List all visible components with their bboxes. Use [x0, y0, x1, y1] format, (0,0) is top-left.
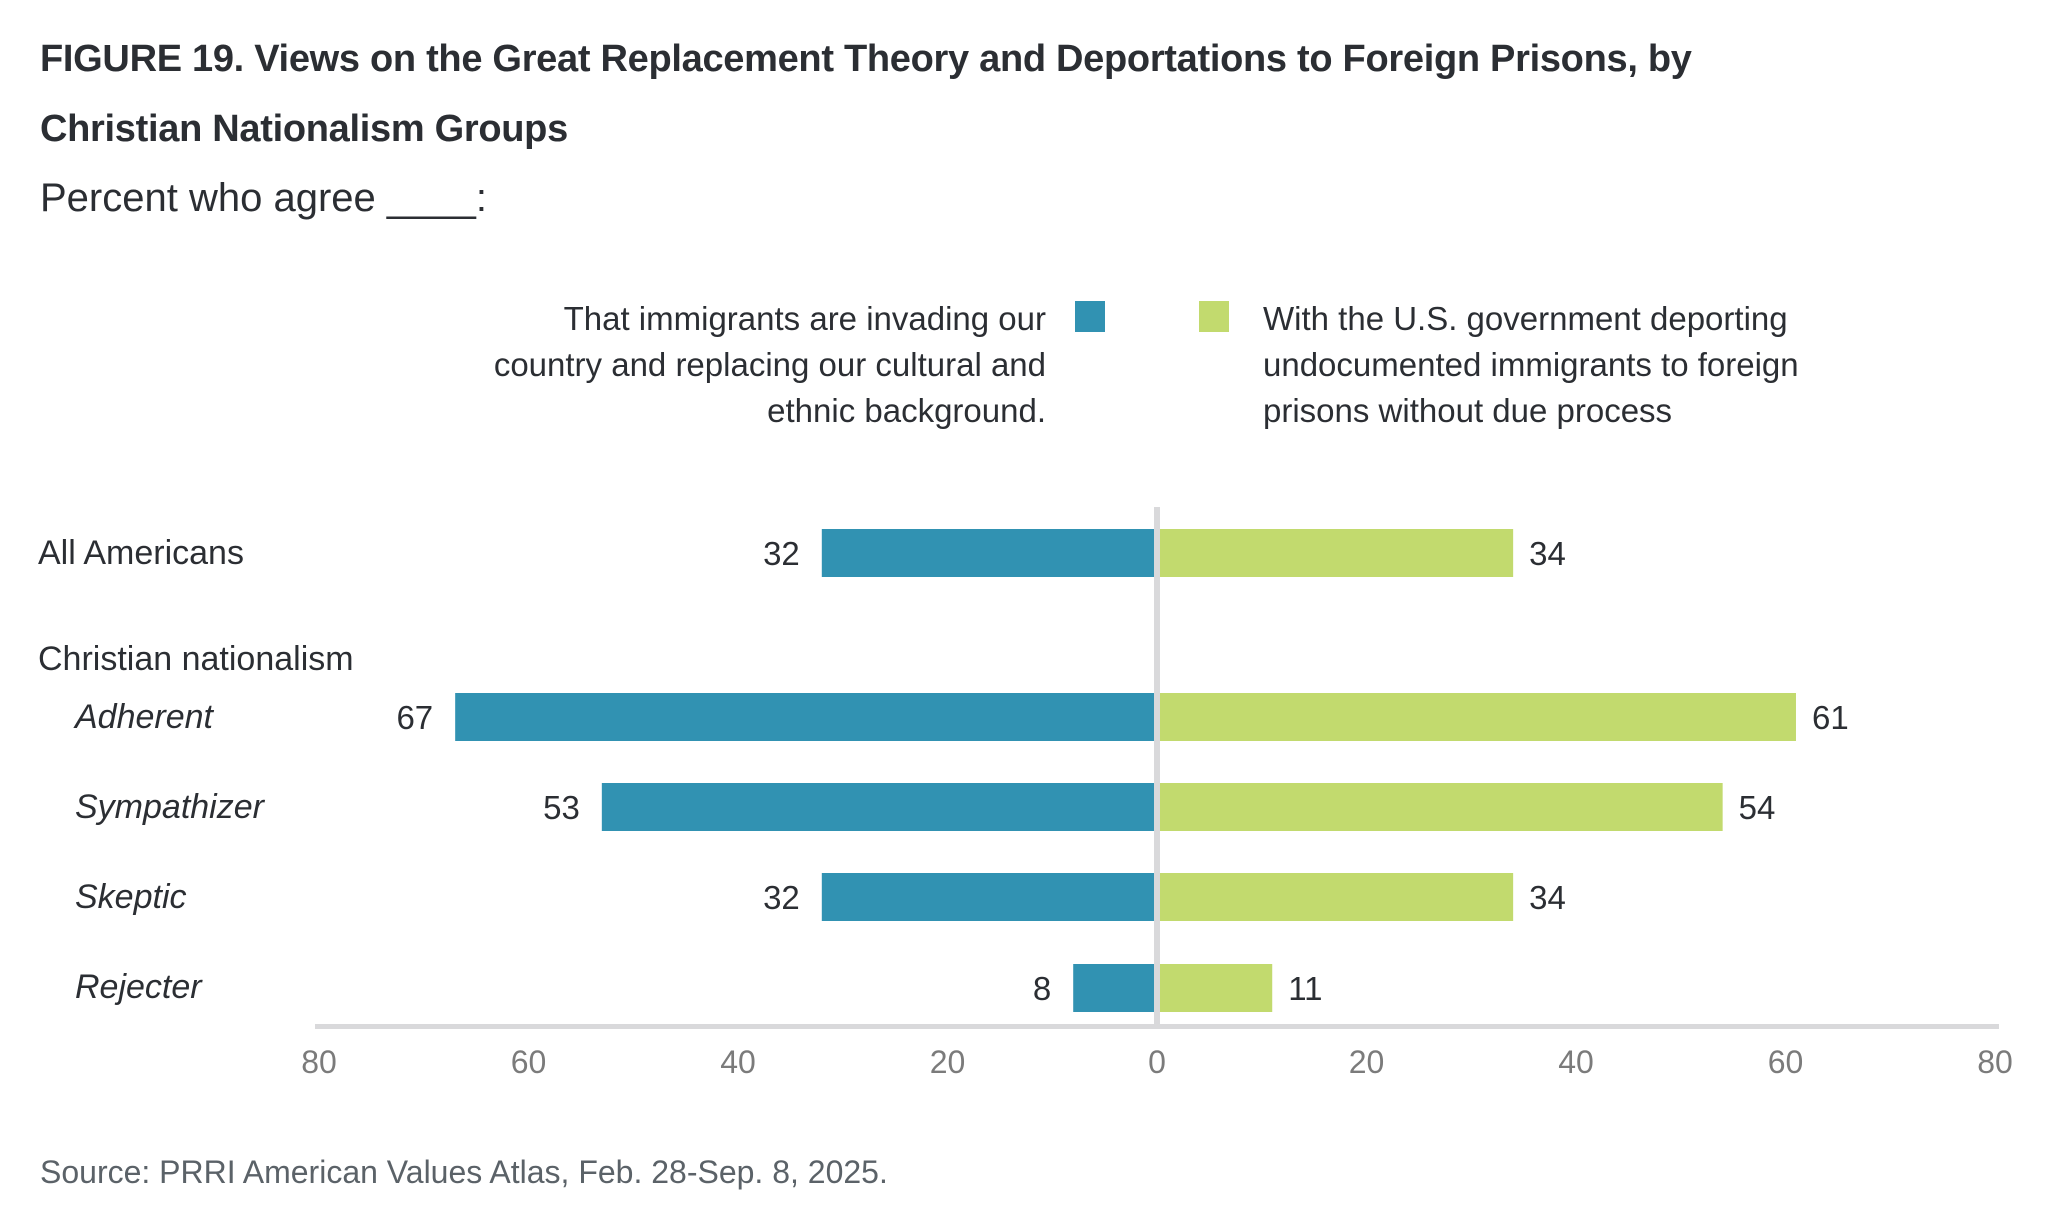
bar-deportation-skeptic [1157, 873, 1514, 921]
chart-subtitle: Percent who agree ____: [40, 176, 487, 220]
x-tick-label: 60 [511, 1044, 547, 1080]
value-label-deportation-rejecter: 11 [1288, 970, 1322, 1007]
value-label-deportation-sympathizer: 54 [1739, 789, 1776, 826]
x-tick-label: 80 [1977, 1044, 2013, 1080]
legend-right-line: prisons without due process [1263, 392, 1673, 429]
row-label-all-americans: All Americans [38, 534, 244, 572]
value-label-replacement-sympathizer: 53 [543, 789, 580, 826]
legend-label-replacement: That immigrants are invading our country… [386, 296, 1046, 434]
value-labels-group: 32 67 53 32 8 34 61 54 34 11 [396, 535, 1848, 1007]
bar-deportation-adherent [1157, 693, 1796, 741]
row-label-adherent: Adherent [75, 698, 213, 736]
bar-deportation-sympathizer [1157, 783, 1723, 831]
bar-replacement-adherent [455, 693, 1157, 741]
legend-left-line: ethnic background. [767, 392, 1046, 429]
value-label-replacement-skeptic: 32 [763, 879, 800, 916]
legend-right-line: undocumented immigrants to foreign [1263, 346, 1799, 383]
chart-title: FIGURE 19. Views on the Great Replacemen… [40, 24, 2030, 164]
value-label-replacement-rejecter: 8 [1033, 970, 1051, 1007]
legend-left-line: country and replacing our cultural and [493, 346, 1046, 383]
row-label-sympathizer: Sympathizer [75, 788, 264, 826]
value-label-deportation-all-americans: 34 [1529, 535, 1566, 572]
x-axis: 80 60 40 20 0 20 40 60 80 [301, 507, 2013, 1080]
legend-swatch-deportation [1199, 301, 1229, 332]
x-tick-label: 40 [1558, 1044, 1594, 1080]
bar-deportation-all-americans [1157, 529, 1514, 577]
x-tick-label: 20 [1349, 1044, 1385, 1080]
x-tick-label: 40 [720, 1044, 756, 1080]
x-tick-label: 60 [1768, 1044, 1804, 1080]
value-label-deportation-skeptic: 34 [1529, 879, 1566, 916]
chart-title-line-2: Christian Nationalism Groups [40, 108, 568, 150]
zero-line [1154, 507, 1160, 1027]
bars-group [455, 529, 1796, 1012]
x-tick-label: 80 [301, 1044, 337, 1080]
legend-swatch-replacement [1075, 301, 1105, 332]
bar-replacement-sympathizer [601, 783, 1157, 831]
value-label-replacement-all-americans: 32 [763, 535, 800, 572]
row-label-rejecter: Rejecter [75, 968, 202, 1006]
x-tick-label: 0 [1148, 1044, 1166, 1080]
value-label-replacement-adherent: 67 [396, 699, 433, 736]
group-label-christian-nationalism: Christian nationalism [38, 640, 354, 678]
legend-label-deportation: With the U.S. government deporting undoc… [1263, 296, 1963, 434]
row-label-skeptic: Skeptic [75, 878, 187, 916]
bar-replacement-all-americans [821, 529, 1157, 577]
legend-right-line: With the U.S. government deporting [1263, 300, 1788, 337]
bar-replacement-rejecter [1073, 964, 1157, 1012]
value-label-deportation-adherent: 61 [1812, 699, 1849, 736]
source-note: Source: PRRI American Values Atlas, Feb.… [40, 1154, 888, 1190]
legend-left-line: That immigrants are invading our [563, 300, 1046, 337]
x-tick-label: 20 [930, 1044, 966, 1080]
bar-deportation-rejecter [1157, 964, 1273, 1012]
chart-title-line-1: FIGURE 19. Views on the Great Replacemen… [40, 38, 1692, 80]
x-axis-line [315, 1024, 1999, 1029]
bar-replacement-skeptic [821, 873, 1157, 921]
